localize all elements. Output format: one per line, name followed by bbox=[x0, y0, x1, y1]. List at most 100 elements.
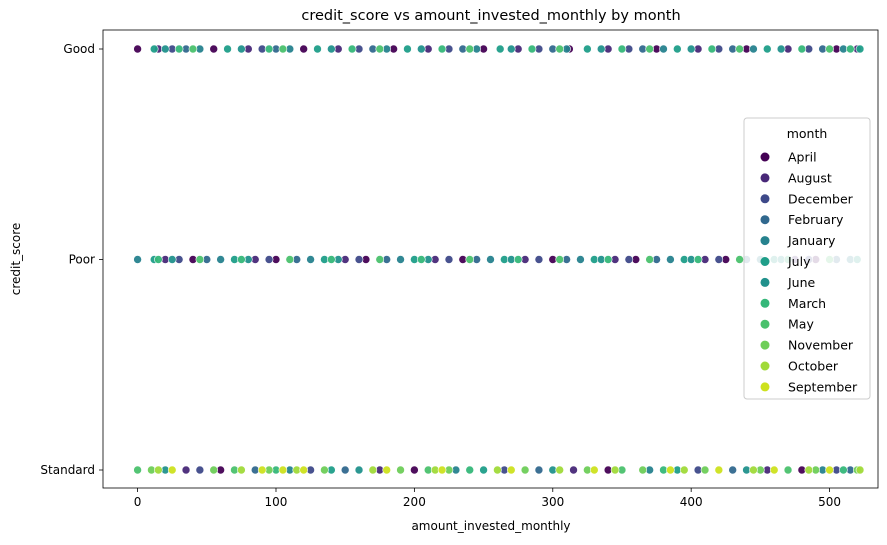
data-point bbox=[776, 44, 786, 54]
legend-marker bbox=[760, 194, 770, 204]
legend-marker bbox=[760, 152, 770, 162]
data-point bbox=[195, 255, 205, 264]
data-point bbox=[133, 255, 142, 264]
y-tick-label: Good bbox=[63, 42, 95, 56]
data-point bbox=[555, 255, 564, 264]
data-point bbox=[417, 44, 426, 54]
data-point bbox=[403, 44, 412, 54]
data-point bbox=[679, 465, 689, 475]
data-point bbox=[527, 44, 537, 54]
data-point bbox=[804, 465, 814, 475]
x-tick-label: 100 bbox=[265, 495, 288, 509]
data-point bbox=[264, 44, 274, 54]
data-point bbox=[749, 465, 758, 475]
legend-marker bbox=[760, 382, 770, 392]
data-point bbox=[313, 44, 322, 54]
data-point bbox=[209, 465, 219, 475]
legend-label: February bbox=[788, 212, 844, 227]
legend-label: August bbox=[788, 170, 832, 185]
data-point bbox=[762, 44, 772, 54]
legend-label: October bbox=[788, 359, 839, 374]
y-axis: Good Poor Standard bbox=[40, 42, 103, 477]
data-point bbox=[209, 44, 219, 54]
data-point bbox=[465, 44, 475, 54]
legend-label: April bbox=[788, 150, 817, 165]
x-tick-label: 400 bbox=[680, 495, 703, 509]
data-point bbox=[583, 44, 592, 54]
data-point bbox=[174, 44, 184, 54]
data-point bbox=[188, 44, 198, 54]
y-tick-label: Standard bbox=[40, 463, 95, 477]
data-point bbox=[846, 44, 855, 54]
data-point bbox=[278, 44, 288, 54]
data-point bbox=[645, 44, 654, 54]
data-point bbox=[693, 255, 703, 264]
data-point bbox=[181, 465, 191, 475]
data-point bbox=[368, 465, 378, 475]
x-tick-label: 0 bbox=[134, 495, 142, 509]
data-point bbox=[216, 255, 225, 264]
data-point bbox=[659, 44, 668, 54]
legend-label: September bbox=[788, 379, 858, 394]
data-point bbox=[673, 44, 682, 54]
data-point bbox=[839, 465, 848, 475]
data-point bbox=[264, 255, 274, 264]
data-point bbox=[327, 44, 336, 54]
data-point bbox=[596, 44, 606, 54]
data-point bbox=[237, 255, 246, 264]
data-point bbox=[610, 465, 620, 475]
chart-title: credit_score vs amount_invested_monthly … bbox=[301, 8, 680, 24]
data-point bbox=[686, 44, 696, 54]
data-point bbox=[714, 255, 724, 264]
data-point bbox=[855, 465, 865, 475]
data-point bbox=[444, 255, 454, 264]
legend-marker bbox=[760, 319, 770, 329]
legend-marker bbox=[760, 277, 770, 287]
data-point bbox=[154, 255, 163, 264]
x-axis: 0 100 200 300 400 500 bbox=[134, 488, 841, 509]
data-point bbox=[645, 255, 654, 264]
data-point bbox=[133, 44, 142, 54]
data-point bbox=[437, 465, 447, 475]
data-point bbox=[797, 44, 807, 54]
data-point bbox=[513, 255, 523, 264]
data-point bbox=[417, 255, 426, 264]
data-point bbox=[486, 255, 495, 264]
data-point bbox=[167, 255, 177, 264]
data-point bbox=[396, 255, 405, 264]
data-point bbox=[714, 465, 724, 475]
legend-marker bbox=[760, 215, 770, 225]
data-point bbox=[327, 255, 336, 264]
data-point bbox=[666, 255, 675, 264]
x-tick-label: 500 bbox=[818, 495, 841, 509]
data-point bbox=[624, 255, 634, 264]
data-point bbox=[320, 465, 329, 475]
data-point bbox=[133, 465, 142, 475]
legend-label: June bbox=[787, 275, 816, 290]
data-point bbox=[735, 44, 744, 54]
y-tick-label: Poor bbox=[69, 253, 95, 267]
legend-marker bbox=[760, 298, 770, 308]
data-point bbox=[195, 465, 205, 475]
legend-title: month bbox=[787, 126, 828, 141]
points-layer bbox=[133, 44, 865, 475]
data-point bbox=[479, 465, 488, 475]
data-point bbox=[340, 465, 350, 475]
plot-frame bbox=[102, 29, 879, 489]
legend-box bbox=[743, 117, 871, 400]
data-point bbox=[576, 255, 585, 264]
data-point bbox=[728, 465, 737, 475]
plot-area bbox=[102, 29, 879, 489]
legend-label: May bbox=[788, 317, 814, 332]
data-point bbox=[749, 44, 758, 54]
data-point bbox=[410, 465, 419, 475]
data-point bbox=[375, 255, 385, 264]
data-point bbox=[617, 44, 627, 54]
data-point bbox=[520, 465, 530, 475]
data-point bbox=[465, 465, 475, 475]
data-point bbox=[506, 44, 516, 54]
data-point bbox=[534, 465, 544, 475]
data-point bbox=[306, 255, 315, 264]
data-point bbox=[167, 465, 177, 475]
